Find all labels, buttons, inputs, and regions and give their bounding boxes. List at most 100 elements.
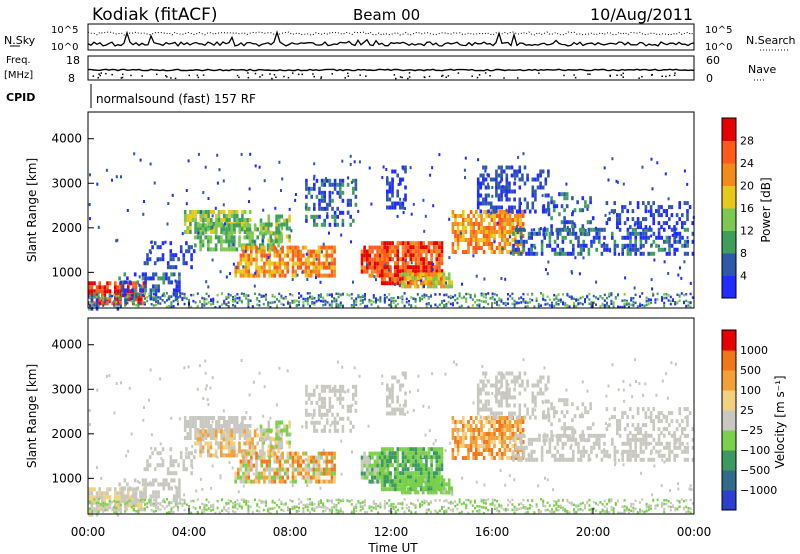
power-cell — [531, 205, 535, 210]
velocity-cell — [383, 487, 387, 492]
power-cell — [634, 235, 637, 240]
velocity-cell — [476, 411, 480, 416]
nave-point — [365, 75, 367, 77]
velocity-cell — [217, 441, 220, 446]
power-cell — [179, 249, 183, 254]
velocity-cell — [467, 444, 470, 448]
velocity-cell — [540, 449, 544, 454]
power-cell — [500, 185, 503, 190]
velocity-cell — [425, 467, 428, 472]
velocity-cell — [260, 463, 263, 468]
velocity-cell — [440, 490, 443, 495]
velocity-cell — [430, 487, 433, 492]
power-cell — [409, 245, 413, 250]
power-cell — [263, 269, 266, 274]
power-cell — [472, 250, 475, 254]
velocity-cell — [204, 420, 208, 424]
power-cell — [550, 216, 553, 221]
velocity-cell — [239, 475, 243, 480]
power-cell — [584, 300, 586, 303]
power-cell — [691, 239, 695, 244]
power-cell — [298, 303, 300, 307]
power-cell — [490, 250, 494, 254]
power-cell — [435, 249, 439, 254]
power-cell — [560, 220, 564, 225]
power-cell — [406, 253, 410, 258]
power-cell — [152, 272, 155, 277]
power-cell — [305, 182, 308, 187]
velocity-cell — [323, 404, 326, 409]
power-cell — [678, 295, 681, 298]
velocity-cell — [304, 479, 308, 484]
power-cell — [487, 193, 490, 198]
power-cell — [247, 261, 250, 266]
velocity-cell — [393, 459, 397, 464]
velocity-cell — [114, 487, 117, 492]
power-cell — [514, 234, 517, 238]
power-cell — [315, 253, 318, 258]
velocity-cell — [480, 432, 483, 436]
power-cell — [674, 301, 677, 304]
power-cell — [166, 305, 168, 309]
velocity-cell — [417, 455, 420, 460]
power-cell — [380, 273, 384, 278]
power-cell — [511, 218, 514, 222]
power-cell — [215, 214, 218, 218]
power-cell — [543, 235, 546, 240]
power-cell — [513, 205, 516, 210]
power-cell — [634, 227, 637, 232]
power-cell — [307, 257, 310, 262]
power-cell — [269, 235, 272, 240]
velocity-cell — [516, 428, 520, 432]
power-cell — [371, 273, 374, 278]
velocity-cell — [172, 471, 175, 476]
power-cell — [406, 276, 409, 281]
power-cell — [578, 208, 582, 213]
power-cell — [388, 181, 392, 186]
velocity-cell — [408, 482, 412, 487]
power-cell — [186, 226, 190, 230]
velocity-cell — [637, 453, 640, 458]
power-cell — [207, 243, 210, 248]
power-cell — [508, 189, 511, 194]
power-cell — [291, 257, 295, 262]
power-cell — [210, 299, 212, 303]
power-cell — [469, 238, 473, 242]
power-cell — [342, 305, 344, 309]
velocity-cell — [204, 436, 208, 440]
velocity-cell — [220, 429, 223, 434]
power-cell — [357, 209, 360, 213]
velocity-cell — [253, 429, 257, 434]
power-cell — [673, 235, 676, 240]
velocity-cell — [137, 503, 140, 508]
power-cell — [547, 173, 550, 178]
velocity-cell — [393, 411, 397, 416]
power-cell — [531, 189, 535, 194]
power-cell — [403, 280, 407, 285]
power-cell — [641, 303, 644, 307]
velocity-cell — [304, 451, 308, 456]
power-cell — [262, 226, 265, 231]
power-cell — [166, 222, 169, 226]
power-cell — [220, 239, 223, 244]
power-cell — [479, 193, 483, 198]
power-cell — [269, 243, 272, 248]
power-cell — [512, 243, 515, 248]
velocity-cell — [328, 388, 332, 393]
velocity-cell — [487, 399, 490, 404]
velocity-cell — [365, 459, 369, 464]
power-cell — [405, 297, 408, 301]
power-cell — [239, 257, 243, 262]
power-cell — [675, 235, 678, 239]
velocity-cell — [393, 475, 397, 480]
power-cell — [225, 214, 229, 218]
power-cell — [291, 278, 294, 281]
power-cell — [268, 273, 271, 278]
power-cell — [249, 152, 252, 156]
velocity-cell — [467, 428, 470, 432]
power-cell — [260, 269, 263, 274]
power-cell — [660, 213, 663, 218]
power-cell — [574, 235, 578, 240]
power-cell — [189, 230, 192, 234]
power-cell — [648, 225, 651, 229]
